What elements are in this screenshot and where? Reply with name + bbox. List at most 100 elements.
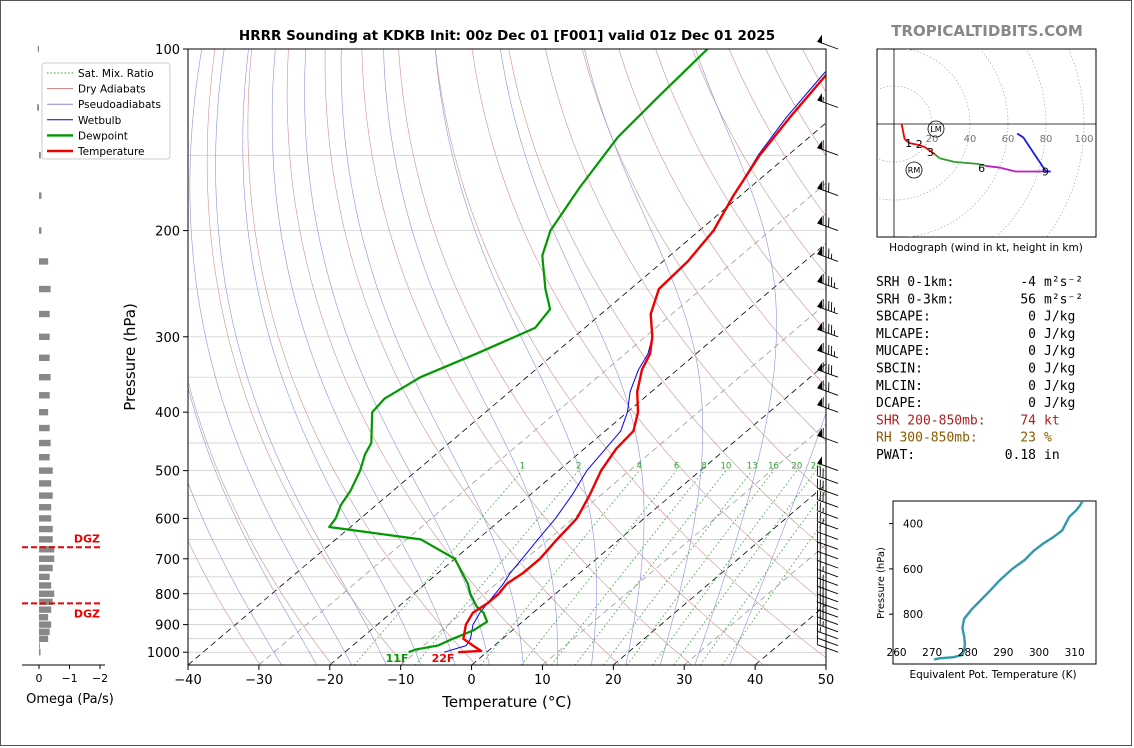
skew-t-xlabel: Temperature (°C) — [441, 693, 571, 711]
theta-e-xlabel: Equivalent Pot. Temperature (K) — [909, 669, 1076, 681]
wind-barb — [817, 34, 839, 50]
chart-title: HRRR Sounding at KDKB Init: 00z Dec 01 [… — [239, 28, 775, 44]
theta-e-y-tick-label: 400 — [903, 519, 923, 531]
omega-panel: DGZ DGZ 0 −1 −2 — [22, 45, 108, 685]
wind-barb-half — [833, 282, 835, 288]
wind-barb-flag — [816, 559, 819, 570]
omega-bar — [39, 258, 49, 265]
index-value: -4 — [1020, 275, 1036, 290]
theta-e-profile — [933, 501, 1084, 661]
watermark: TROPICALTIDBITS.COM — [891, 22, 1083, 40]
wind-barb-shaft — [817, 609, 839, 618]
omega-bar — [39, 192, 42, 199]
index-unit: J/kg — [1044, 396, 1075, 411]
mixing-ratio-line — [414, 470, 580, 665]
wind-barb — [817, 321, 839, 338]
hodograph-segment — [1000, 166, 1016, 173]
omega-bar — [39, 573, 50, 581]
hodograph-segment — [1030, 148, 1040, 161]
mixing-ratio-line — [603, 470, 753, 665]
wind-barb — [817, 380, 839, 396]
index-label: MLCAPE: — [876, 327, 931, 342]
index-unit: J/kg — [1044, 310, 1075, 325]
index-value: 56 — [1020, 292, 1036, 307]
omega-bar — [39, 515, 52, 522]
index-value: 0 — [1028, 344, 1036, 359]
wind-barb-flag — [816, 490, 819, 500]
theta-e-x-tick-label: 280 — [958, 647, 978, 659]
dry-adiabat — [581, 49, 826, 442]
dry-adiabat — [545, 49, 826, 496]
wind-barb — [817, 246, 839, 262]
wind-barb-shaft — [817, 462, 839, 472]
omega-bar — [37, 45, 39, 53]
theta-e-x-tick-label: 260 — [887, 647, 907, 659]
index-unit: m²s⁻² — [1044, 292, 1083, 307]
isotherm-line — [1110, 49, 1134, 665]
wind-barb-shaft — [817, 328, 839, 338]
wind-barb-flag — [822, 397, 824, 407]
index-label: PWAT: — [876, 448, 915, 463]
omega-bar — [39, 392, 50, 399]
wind-barb — [816, 568, 839, 586]
wind-barb-pennant — [817, 362, 823, 372]
omega-bar — [39, 590, 55, 597]
omega-bar — [39, 536, 53, 543]
index-label: DCAPE: — [876, 396, 923, 411]
wind-barb-flag — [819, 569, 821, 579]
wind-barb-half — [828, 403, 830, 409]
x-tick-label: −30 — [245, 673, 272, 688]
wind-barb-flag — [825, 363, 827, 373]
wind-barb-shaft — [817, 531, 839, 540]
index-value: 23 — [1020, 431, 1036, 446]
omega-bar — [39, 628, 50, 635]
mixing-ratio-label: 13 — [747, 462, 758, 472]
wind-barb-shaft — [817, 387, 839, 396]
wind-barb-shaft — [817, 593, 839, 603]
wind-barb-half — [833, 330, 835, 336]
dry-adiabat — [398, 49, 764, 665]
index-unit: m²s⁻² — [1044, 275, 1083, 290]
wind-barb-flag — [825, 300, 827, 310]
pseudoadiabat — [340, 49, 524, 665]
legend-entry-label: Dry Adiabats — [78, 84, 146, 96]
theta-e-x-tick-label: 290 — [993, 647, 1013, 659]
x-tick-label: −20 — [316, 673, 343, 688]
wind-barb-flag — [819, 552, 821, 562]
index-unit: J/kg — [1044, 327, 1075, 342]
wind-barb-half — [825, 473, 827, 479]
wetbulb-profile — [443, 70, 826, 653]
wind-barb — [817, 215, 839, 232]
theta-e-y-tick-label: 800 — [903, 609, 923, 621]
isotherm-line — [188, 122, 826, 665]
y-tick-label: 300 — [155, 331, 180, 346]
wind-barb-pennant — [817, 216, 823, 225]
legend-entry-label: Pseudoadiabats — [78, 99, 161, 111]
indices-table: SRH 0-1km: -4 m²s⁻² SRH 0-3km: 56 m²s⁻² SBCAPE… — [876, 275, 1083, 463]
index-label: MLCIN: — [876, 379, 923, 394]
wind-barb-flag — [822, 380, 824, 390]
index-value: 0 — [1028, 362, 1036, 377]
pseudoadiabat — [729, 411, 826, 665]
hodograph-caption: Hodograph (wind in kt, height in km) — [889, 242, 1083, 254]
legend: Sat. Mix. Ratio Dry Adiabats Pseudoadiabat… — [41, 62, 171, 160]
dry-adiabat — [1096, 49, 1134, 665]
hodograph-ring-label: 80 — [1040, 134, 1053, 145]
legend-box — [41, 62, 171, 160]
wind-barb-flag — [828, 323, 830, 334]
index-value: 0 — [1028, 310, 1036, 325]
hodograph-height-label: 6 — [978, 162, 985, 175]
wind-barb-flag — [825, 247, 827, 257]
mixing-ratio-line — [574, 470, 727, 665]
omega-bar — [39, 525, 53, 533]
dewpoint-surface-label: 11F — [386, 652, 409, 665]
wind-barb-shaft — [817, 475, 839, 484]
wind-barb-shaft — [817, 644, 839, 653]
wind-barb — [817, 428, 839, 444]
wind-barb — [816, 478, 839, 497]
mixing-ratio-label: 1 — [520, 462, 525, 472]
omega-bar — [39, 424, 50, 432]
wind-barb-flag — [822, 428, 824, 438]
wind-barb-shaft — [817, 623, 839, 633]
y-tick-label: 200 — [155, 225, 180, 240]
